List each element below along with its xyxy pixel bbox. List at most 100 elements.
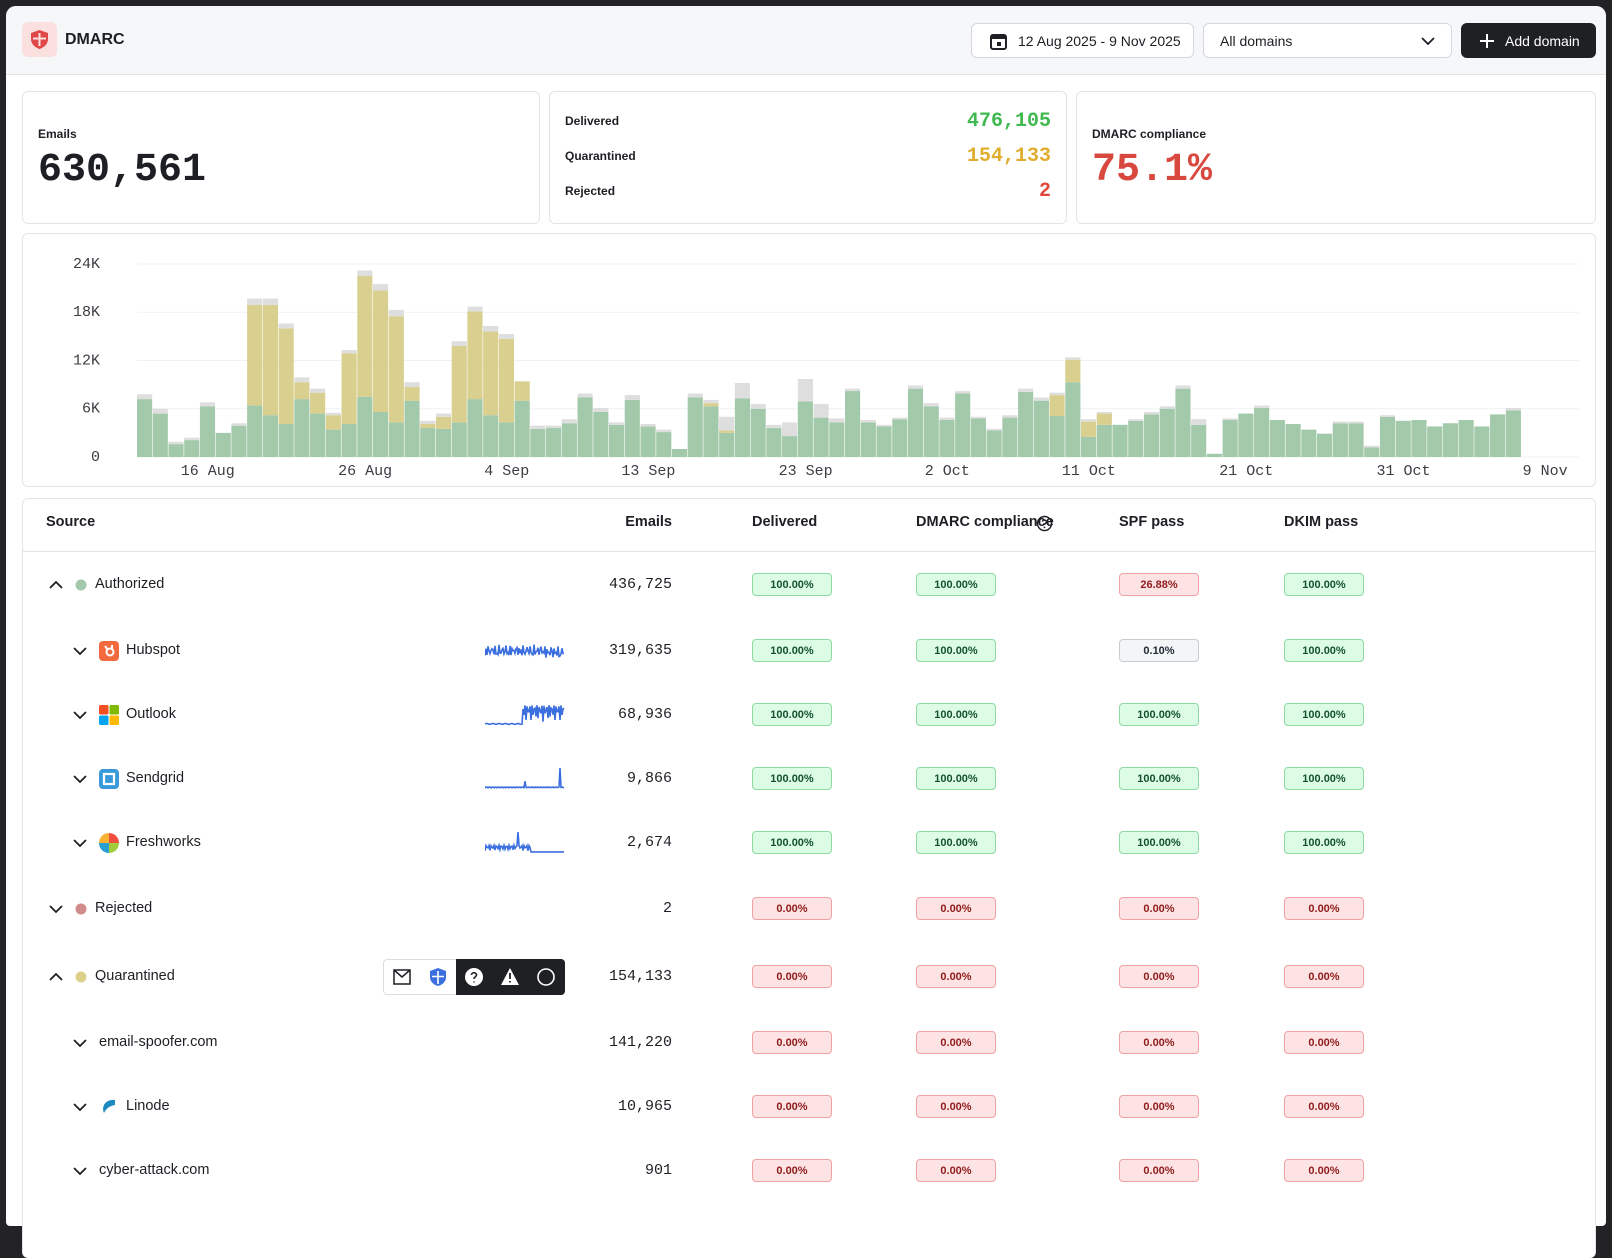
outcome-value: 154,133 — [966, 145, 1051, 168]
bar-segment — [561, 419, 577, 424]
bar-segment — [671, 448, 688, 457]
dot — [75, 971, 87, 983]
bar-segment — [278, 424, 294, 457]
bar-segment — [467, 306, 483, 312]
bar-segment — [1018, 388, 1034, 392]
bar-segment — [467, 311, 483, 400]
expand-chevron[interactable] — [49, 904, 63, 914]
bar-segment — [404, 387, 420, 401]
bar-segment — [782, 436, 798, 457]
add-domain-button[interactable]: Add domain — [1461, 23, 1596, 58]
status-badge: 0.00% — [916, 1095, 996, 1118]
bar-segment — [703, 403, 719, 407]
bar-segment — [231, 425, 247, 457]
expand-chevron[interactable] — [73, 1166, 87, 1176]
expand-chevron[interactable] — [73, 1102, 87, 1112]
bar-segment — [483, 415, 499, 457]
bar-segment — [278, 328, 294, 425]
status-dot — [75, 579, 87, 591]
bar-segment — [467, 399, 483, 457]
bar-segment — [435, 413, 452, 417]
column-header: Delivered — [752, 514, 818, 530]
expand-chevron[interactable] — [49, 972, 63, 982]
status-badge: 100.00% — [916, 831, 996, 854]
source-label: Outlook — [126, 706, 176, 722]
bar-segment — [1159, 406, 1175, 409]
stat-value: 630,561 — [38, 148, 207, 193]
icon-inner — [102, 772, 116, 786]
bar-segment — [1301, 429, 1317, 457]
bar-segment — [986, 428, 1002, 431]
bar-segment — [404, 382, 420, 388]
bar-segment — [435, 416, 452, 429]
domain-select[interactable]: All domains — [1203, 23, 1452, 58]
compliance-card: DMARC compliance 75.1% — [1076, 91, 1596, 224]
bar-segment — [860, 422, 876, 457]
bar-segment — [514, 400, 530, 457]
bar-segment — [719, 432, 735, 457]
bar-segment — [892, 417, 908, 420]
domain-select-value: All domains — [1220, 32, 1293, 49]
source-label: email-spoofer.com — [99, 1034, 218, 1050]
bar-segment — [593, 407, 609, 412]
bar-segment — [294, 377, 310, 383]
icon-square — [109, 705, 119, 715]
emails-count: 2,674 — [626, 834, 672, 851]
screen: DMARC 12 Aug 2025 - 9 Nov 2025 All domai… — [6, 6, 1606, 1258]
status-badge: 0.00% — [752, 1095, 832, 1118]
bar-segment — [325, 429, 341, 457]
bar-segment — [1474, 426, 1490, 457]
status-badge: 0.00% — [916, 965, 996, 988]
expand-chevron[interactable] — [73, 774, 87, 784]
expand-chevron[interactable] — [49, 580, 63, 590]
page: {"header": {"title": "DMARC", "date_rang… — [6, 6, 1606, 1258]
bar-segment — [1002, 415, 1018, 418]
bar-segment — [1317, 433, 1333, 457]
icon-wedge — [99, 843, 109, 853]
bar-segment — [986, 430, 1002, 457]
bar-segment — [782, 422, 798, 437]
icon-dot — [105, 647, 115, 657]
bar-segment — [310, 413, 326, 457]
cal-top — [991, 34, 1006, 39]
bar-segment — [577, 397, 593, 457]
x-tick-label: 31 Oct — [1377, 463, 1431, 480]
status-badge: 100.00% — [752, 703, 832, 726]
bar-segment — [420, 428, 436, 457]
bar-segment — [719, 430, 735, 433]
bar-segment — [1254, 407, 1270, 457]
bar-segment — [750, 408, 766, 457]
header-divider — [23, 551, 1595, 552]
x-tick-label: 16 Aug — [181, 463, 235, 480]
chevron-path — [49, 580, 63, 589]
expand-chevron[interactable] — [73, 710, 87, 720]
bar-segment — [514, 381, 530, 401]
expand-chevron[interactable] — [73, 838, 87, 848]
plus-path — [1480, 33, 1494, 48]
source-label: cyber-attack.com — [99, 1162, 210, 1178]
y-tick-label: 24K — [73, 256, 100, 273]
y-tick-label: 12K — [73, 352, 100, 369]
bar-segment — [640, 424, 656, 427]
bar-segment — [451, 341, 467, 347]
expand-chevron[interactable] — [73, 1038, 87, 1048]
bar-segment — [1348, 423, 1364, 457]
expand-chevron[interactable] — [73, 646, 87, 656]
icon-bg — [99, 769, 119, 789]
bar-segment — [593, 411, 609, 457]
bar-segment — [1128, 419, 1144, 421]
volume-chart: 0 6K 12K 18K 24K 16 Aug 26 Aug 4 Sep 13 Sep 23 Se… — [73, 256, 1579, 480]
bar-segment — [341, 350, 357, 354]
bar-segment — [939, 420, 955, 457]
bar-segment — [1112, 424, 1128, 457]
bar-segment — [451, 346, 467, 423]
source-icon — [99, 769, 119, 789]
bar-segment — [137, 394, 153, 400]
icon-arc — [103, 1099, 115, 1113]
bar-segment — [970, 418, 986, 457]
bar-segment — [373, 411, 389, 457]
bar-segment — [797, 401, 813, 457]
bar-segment — [247, 305, 263, 406]
date-range-button[interactable]: 12 Aug 2025 - 9 Nov 2025 — [971, 23, 1194, 58]
bar-segment — [876, 424, 892, 427]
